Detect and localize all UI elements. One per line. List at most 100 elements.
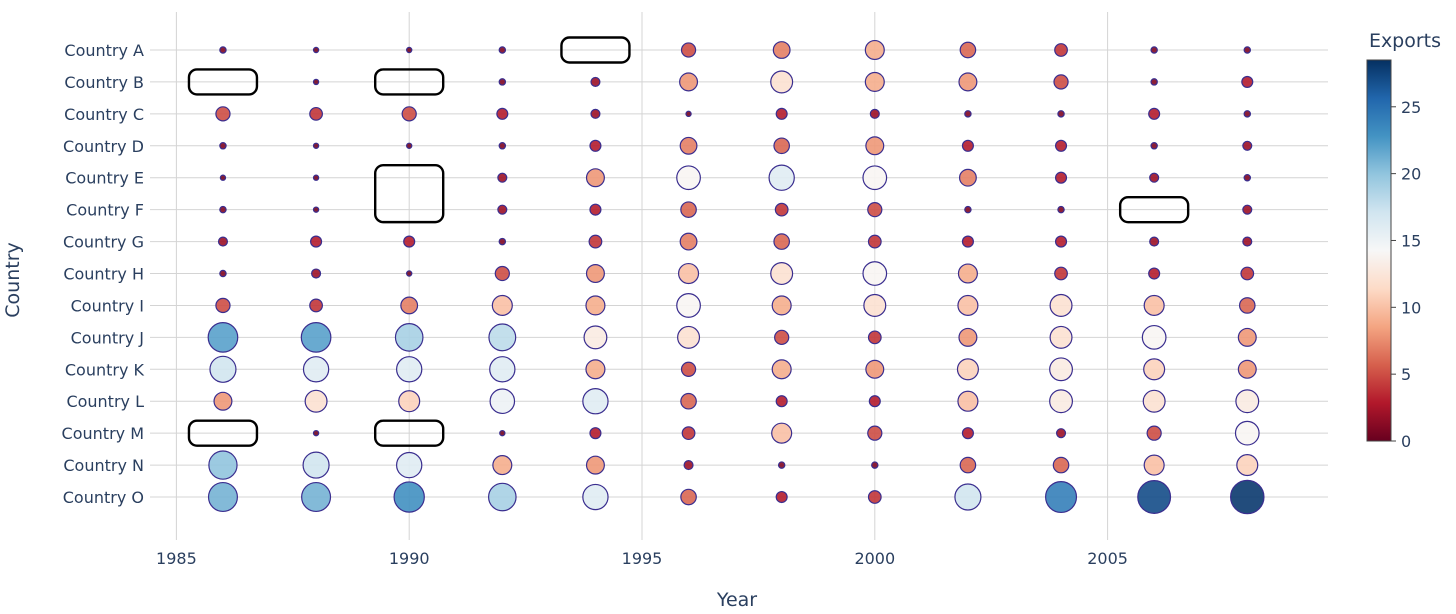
data-point	[216, 298, 230, 312]
data-point	[498, 173, 507, 182]
data-point	[1241, 267, 1254, 280]
data-point	[1056, 140, 1067, 151]
data-point	[774, 138, 789, 153]
y-tick-label: Country O	[63, 488, 144, 507]
data-point	[497, 108, 508, 119]
data-point	[960, 457, 975, 472]
data-point	[407, 47, 412, 52]
data-point	[872, 462, 878, 468]
colorbar-ticks: 0 5 10 15 20 25	[1391, 98, 1421, 451]
data-point	[313, 431, 318, 436]
data-point	[868, 203, 882, 217]
data-point	[591, 77, 600, 86]
data-point	[869, 396, 880, 407]
data-point	[586, 360, 605, 379]
data-point	[220, 175, 225, 180]
data-point	[1046, 482, 1077, 513]
data-point	[1050, 295, 1072, 317]
data-point	[583, 389, 608, 414]
data-point	[962, 236, 973, 247]
data-point	[1243, 205, 1252, 214]
data-point	[682, 362, 696, 376]
data-point	[303, 452, 329, 478]
y-tick-label: Country F	[66, 201, 144, 220]
data-point	[864, 295, 886, 317]
data-point	[1243, 237, 1252, 246]
x-tick-label: 2005	[1087, 549, 1128, 568]
data-point	[1238, 328, 1256, 346]
data-point	[771, 263, 793, 285]
data-point	[310, 299, 323, 312]
data-point	[586, 296, 605, 315]
data-point	[490, 389, 514, 413]
data-point	[210, 356, 236, 382]
data-point	[779, 462, 785, 468]
data-point	[958, 295, 978, 315]
y-tick-label: Country G	[63, 233, 144, 252]
data-point	[587, 169, 605, 187]
data-point	[869, 491, 882, 504]
x-axis-ticks: 1985 1990 1995 2000 2005	[156, 549, 1128, 568]
data-point	[492, 295, 512, 315]
data-point	[958, 391, 978, 411]
y-axis-title: Country	[2, 242, 24, 317]
data-point	[1151, 47, 1157, 53]
data-point	[1151, 143, 1157, 149]
data-point	[590, 204, 601, 215]
data-point	[590, 428, 601, 439]
colorbar-tick-label: 0	[1401, 432, 1411, 451]
data-point	[679, 264, 699, 284]
y-tick-label: Country D	[63, 137, 144, 156]
data-point	[1055, 267, 1068, 280]
data-point	[681, 202, 696, 217]
data-point	[865, 41, 884, 60]
data-point	[962, 428, 973, 439]
data-point	[313, 175, 318, 180]
colorbar-tick-label: 10	[1401, 298, 1421, 317]
y-tick-label: Country I	[71, 296, 144, 315]
colorbar-title: Exports	[1369, 30, 1441, 52]
data-point	[305, 390, 327, 412]
data-point	[769, 165, 794, 190]
data-point	[1244, 111, 1250, 117]
colorbar: Exports 0 5 10 15 20 25	[1367, 30, 1441, 451]
x-tick-label: 1990	[389, 549, 430, 568]
data-point	[590, 140, 601, 151]
data-point	[1143, 390, 1165, 412]
data-point	[1055, 44, 1068, 57]
data-point	[1054, 75, 1068, 89]
data-point	[220, 270, 226, 276]
data-point	[1053, 457, 1068, 472]
data-point	[587, 456, 605, 474]
data-point	[489, 324, 516, 351]
data-point	[1142, 326, 1166, 350]
data-point	[1150, 173, 1159, 182]
data-point	[775, 330, 789, 344]
data-point	[495, 266, 509, 280]
data-point	[404, 236, 415, 247]
data-point	[774, 234, 789, 249]
data-point	[1050, 326, 1072, 348]
data-point	[591, 109, 600, 118]
colorbar-tick-label: 15	[1401, 231, 1421, 250]
data-point	[1144, 295, 1164, 315]
data-point	[866, 360, 884, 378]
data-point	[678, 326, 700, 348]
data-point	[394, 482, 424, 512]
y-tick-label: Country K	[65, 360, 145, 379]
data-point	[680, 233, 697, 250]
data-point	[407, 143, 412, 148]
data-point	[1240, 298, 1255, 313]
data-point	[303, 357, 328, 382]
data-point	[587, 265, 605, 283]
data-point	[1147, 426, 1161, 440]
data-point	[1244, 175, 1250, 181]
data-point	[208, 323, 238, 353]
data-point	[499, 79, 505, 85]
data-point	[583, 484, 608, 509]
data-point	[962, 140, 973, 151]
y-tick-label: Country J	[71, 328, 144, 347]
data-point	[1058, 111, 1064, 117]
data-point	[1050, 390, 1073, 413]
